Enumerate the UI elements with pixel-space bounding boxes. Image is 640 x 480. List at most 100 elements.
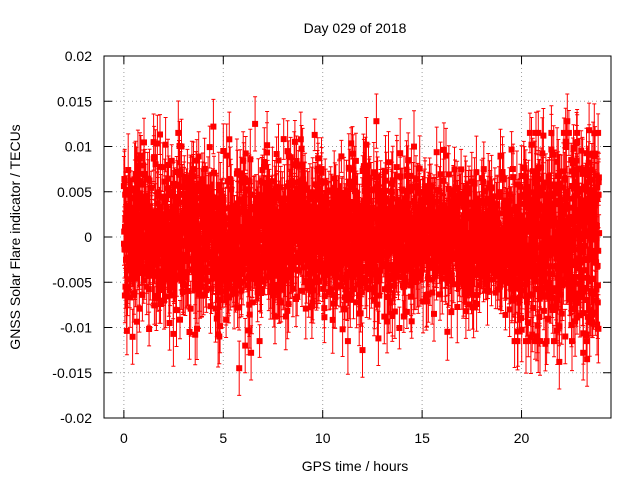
data-point <box>230 203 237 210</box>
data-point <box>414 182 421 189</box>
data-point <box>461 233 468 240</box>
data-point <box>285 203 292 210</box>
data-point <box>283 214 290 220</box>
data-point <box>282 273 288 280</box>
data-point <box>586 219 592 226</box>
data-point <box>173 307 180 314</box>
data-point <box>568 156 575 163</box>
data-point <box>494 220 501 226</box>
data-point <box>277 215 284 222</box>
data-point <box>274 236 281 243</box>
data-point <box>128 208 135 215</box>
data-point <box>281 253 287 260</box>
data-point <box>135 191 142 198</box>
data-point <box>591 190 598 197</box>
data-point <box>368 204 375 211</box>
data-point <box>582 242 588 249</box>
data-point <box>160 254 167 261</box>
data-point <box>578 274 585 280</box>
data-point <box>519 248 526 255</box>
data-point <box>234 205 241 212</box>
data-point <box>184 174 191 181</box>
data-point <box>258 178 265 185</box>
data-point <box>168 157 175 164</box>
data-point <box>121 177 128 184</box>
data-point <box>433 265 440 272</box>
data-point <box>379 227 385 234</box>
data-point <box>137 152 144 159</box>
data-point <box>321 305 328 312</box>
x-tick-label: 0 <box>120 430 128 446</box>
data-point <box>502 311 509 318</box>
data-point <box>408 172 415 179</box>
data-point <box>507 256 514 263</box>
chart-title: Day 029 of 2018 <box>304 20 407 36</box>
data-point <box>583 338 590 345</box>
data-point <box>503 213 510 220</box>
data-point <box>270 250 277 257</box>
data-point <box>532 180 539 187</box>
data-point <box>545 240 552 247</box>
data-point <box>579 294 586 300</box>
data-point <box>520 244 527 251</box>
data-point <box>538 188 545 195</box>
data-point <box>450 256 457 263</box>
x-tick-label: 10 <box>315 430 331 446</box>
data-point <box>142 234 149 241</box>
data-point <box>188 246 195 253</box>
data-point <box>288 182 295 189</box>
data-point <box>231 237 238 244</box>
data-point <box>350 212 356 219</box>
data-point <box>202 256 209 263</box>
data-point <box>331 255 338 262</box>
data-point <box>184 269 191 276</box>
data-point <box>227 275 234 282</box>
data-point <box>501 225 508 232</box>
data-point <box>286 250 293 257</box>
data-point <box>154 140 161 147</box>
data-point <box>550 285 557 292</box>
data-point <box>350 184 357 191</box>
data-point <box>587 176 594 183</box>
data-point <box>286 269 293 276</box>
data-point <box>372 214 379 221</box>
data-point <box>388 217 395 224</box>
data-point <box>484 287 491 294</box>
data-point <box>256 247 263 254</box>
data-point <box>250 238 257 245</box>
data-point <box>562 138 569 145</box>
data-point <box>488 184 495 191</box>
data-point <box>489 221 496 227</box>
data-point <box>359 263 366 270</box>
data-point <box>279 236 286 243</box>
data-point <box>146 326 153 332</box>
data-point <box>183 274 190 281</box>
data-point <box>334 274 341 281</box>
data-point <box>540 192 547 199</box>
data-point <box>319 219 326 226</box>
data-point <box>307 246 314 253</box>
data-point <box>152 161 159 168</box>
data-point <box>265 189 272 196</box>
data-point <box>300 193 307 200</box>
data-point <box>329 316 336 323</box>
data-point <box>560 168 567 175</box>
data-point <box>166 320 173 326</box>
data-point <box>335 203 342 210</box>
data-point <box>445 185 452 192</box>
data-point <box>565 129 572 136</box>
data-point <box>428 213 435 220</box>
data-point <box>553 288 559 295</box>
data-point <box>416 189 423 196</box>
data-point <box>542 284 549 291</box>
data-point <box>549 307 556 313</box>
data-point <box>269 258 276 265</box>
data-point <box>397 173 404 180</box>
data-point <box>442 261 449 268</box>
data-point <box>456 195 463 202</box>
data-point <box>503 279 510 286</box>
data-point <box>161 193 168 200</box>
data-point <box>557 291 564 298</box>
data-point <box>178 254 185 261</box>
data-point <box>378 256 385 263</box>
